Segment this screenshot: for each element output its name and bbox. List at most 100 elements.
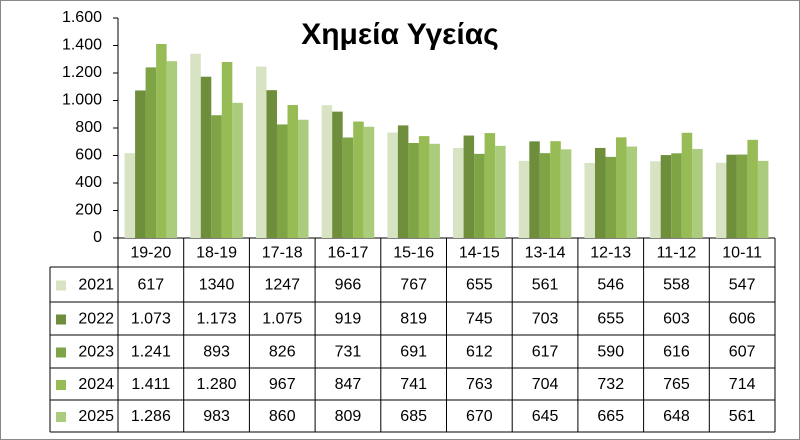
table-value: 1.241 [131, 344, 171, 361]
bar [418, 136, 430, 238]
table-value: 691 [400, 344, 427, 361]
x-tick-label: 13-14 [525, 245, 566, 262]
table-value: 809 [335, 408, 362, 425]
x-tick-label: 11-12 [657, 245, 697, 262]
table-value: 1340 [199, 277, 235, 294]
chart-title: Χημεία Υγείας [301, 18, 499, 51]
bar [529, 141, 540, 238]
bar [156, 43, 167, 238]
table-value: 819 [400, 311, 427, 328]
table-value: 655 [597, 311, 624, 328]
y-tick-label: 200 [75, 202, 102, 219]
bar [232, 102, 243, 239]
y-tick-label: 1.000 [62, 92, 102, 109]
bar [660, 155, 672, 238]
table-value: 1.280 [197, 376, 237, 393]
bar [135, 90, 146, 239]
table-value: 561 [729, 408, 756, 425]
bar [363, 126, 375, 238]
table-value: 617 [532, 344, 559, 361]
bar [276, 124, 288, 238]
table-value: 685 [400, 408, 427, 425]
table-value: 763 [466, 376, 493, 393]
bar [221, 62, 233, 238]
table-value: 967 [269, 376, 296, 393]
table-value: 919 [335, 311, 362, 328]
bar [747, 139, 758, 238]
table-value: 670 [466, 408, 493, 425]
bar [353, 121, 364, 238]
bar [626, 146, 638, 238]
bar [332, 111, 343, 238]
table-value: 645 [532, 408, 559, 425]
bar [584, 162, 595, 238]
y-tick-label: 1.400 [62, 37, 102, 54]
x-tick-label: 19-20 [130, 245, 171, 262]
bar [255, 66, 267, 238]
legend-label: 2023 [78, 344, 114, 361]
x-tick-label: 18-19 [196, 245, 237, 262]
y-tick-label: 600 [75, 147, 102, 164]
table-value: 966 [335, 277, 362, 294]
bar [560, 149, 572, 238]
table-value: 558 [663, 277, 690, 294]
bar [594, 147, 606, 238]
bar [605, 156, 617, 238]
legend-key [56, 380, 66, 390]
bar [124, 153, 136, 238]
legend-label: 2022 [78, 311, 114, 328]
table-value: 1.286 [131, 408, 171, 425]
legend-key [56, 314, 66, 325]
table-value: 1247 [264, 277, 300, 294]
x-tick-label: 12-13 [590, 245, 631, 262]
bar [453, 147, 464, 238]
bar [671, 153, 682, 238]
table-value: 612 [466, 344, 493, 361]
table-value: 590 [597, 344, 624, 361]
table-value: 732 [597, 376, 624, 393]
bar [429, 143, 440, 238]
x-tick-label: 16-17 [327, 245, 368, 262]
bar [408, 142, 419, 238]
bar [726, 154, 737, 238]
table-value: 893 [203, 344, 230, 361]
table-value: 704 [532, 376, 559, 393]
table-value: 648 [663, 408, 690, 425]
table-value: 547 [729, 277, 756, 294]
table-value: 741 [400, 376, 427, 393]
table-value: 1.075 [262, 311, 302, 328]
table-value: 731 [335, 344, 362, 361]
bar [474, 153, 485, 238]
table-value: 1.173 [197, 311, 237, 328]
table-value: 607 [729, 344, 756, 361]
y-tick-label: 400 [75, 174, 102, 191]
bar [692, 148, 703, 238]
bar [145, 67, 157, 238]
bar [298, 119, 309, 238]
y-tick-label: 1.200 [62, 64, 102, 81]
bar [387, 132, 398, 238]
x-tick-label: 14-15 [459, 245, 500, 262]
legend-label: 2025 [78, 408, 114, 425]
bar [550, 141, 561, 238]
bar [736, 154, 748, 238]
y-tick-label: 1.600 [62, 9, 102, 26]
table-value: 603 [663, 311, 690, 328]
table-value: 546 [597, 277, 624, 294]
bar [539, 153, 551, 238]
bar [757, 160, 769, 238]
table-value: 860 [269, 408, 296, 425]
bar [342, 137, 354, 238]
bar [518, 160, 530, 238]
table-value: 655 [466, 277, 493, 294]
table-value: 561 [532, 277, 559, 294]
bar [200, 76, 212, 239]
x-tick-label: 15-16 [393, 245, 434, 262]
bar [166, 61, 178, 238]
table-value: 745 [466, 311, 493, 328]
table-value: 767 [400, 277, 427, 294]
bar [650, 161, 661, 238]
bar [287, 105, 299, 238]
table-value: 606 [729, 311, 756, 328]
